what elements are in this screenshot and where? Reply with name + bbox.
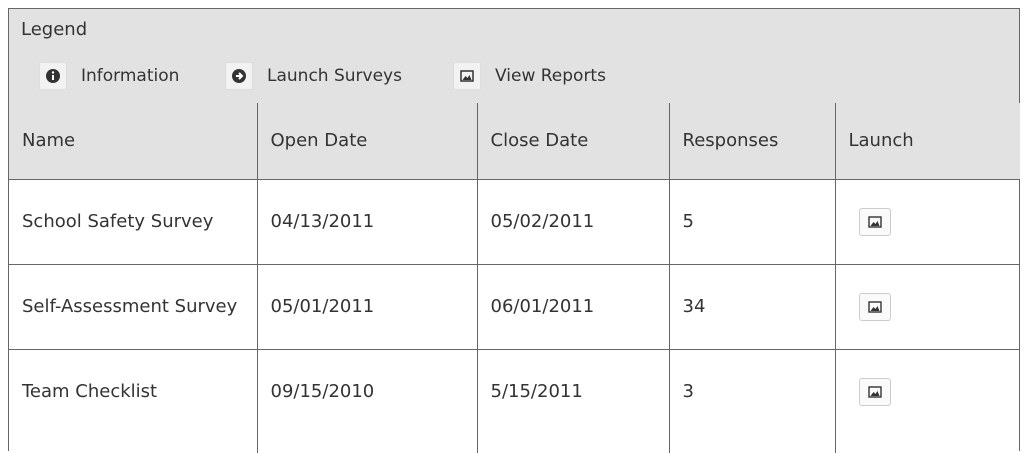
table-row: Team Checklist 09/15/2010 5/15/2011 3: [9, 348, 1020, 453]
table-row: School Safety Survey 04/13/2011 05/02/2011…: [9, 178, 1020, 265]
table-body: School Safety Survey 04/13/2011 05/02/2011…: [9, 178, 1020, 453]
survey-name: School Safety Survey: [9, 178, 258, 265]
legend-item: Launch Surveys: [225, 61, 402, 91]
icon: [460, 70, 474, 82]
column-header: Launch: [834, 103, 1020, 180]
legend-title: Legend: [21, 19, 88, 40]
open-date: 05/01/2011: [256, 263, 478, 350]
column-header: Name: [9, 103, 258, 180]
launch-cell: [834, 348, 1020, 453]
launch-cell: [834, 178, 1020, 265]
legend: Legend Information Launch Surveys View R…: [9, 9, 1019, 104]
icon: [867, 215, 882, 228]
responses: 5: [668, 178, 836, 265]
legend-label: Launch Surveys: [267, 66, 402, 86]
close-date: 05/02/2011: [476, 178, 670, 265]
icon: [232, 69, 246, 83]
column-header: Close Date: [476, 103, 670, 180]
launch-cell: [834, 263, 1020, 350]
icon: [867, 386, 882, 398]
view-report-button[interactable]: [858, 378, 891, 407]
survey-panel: Legend Information Launch Surveys View R…: [8, 8, 1020, 453]
report-icon: [453, 62, 481, 90]
info-icon: [39, 62, 67, 90]
column-header: Open Date: [256, 103, 478, 180]
open-date: 09/15/2010: [256, 348, 478, 453]
icon: [867, 300, 882, 313]
survey-table: Name Open Date Close Date Responses Laun…: [9, 103, 1020, 453]
legend-label: View Reports: [495, 66, 606, 86]
legend-item: Information: [39, 61, 179, 91]
open-date: 04/13/2011: [256, 178, 478, 265]
close-date: 5/15/2011: [476, 348, 670, 453]
close-date: 06/01/2011: [476, 263, 670, 350]
responses: 3: [668, 348, 836, 453]
icon: [46, 69, 60, 83]
column-header: Responses: [668, 103, 836, 180]
table-row: Self-Assessment Survey 05/01/2011 06/01/20…: [9, 263, 1020, 350]
survey-name: Self-Assessment Survey: [9, 263, 258, 350]
responses: 34: [668, 263, 836, 350]
view-report-button[interactable]: [858, 207, 891, 236]
header-row: Name Open Date Close Date Responses Laun…: [9, 103, 1020, 180]
survey-name: Team Checklist: [9, 348, 258, 453]
launch-icon: [225, 62, 253, 90]
legend-label: Information: [81, 66, 180, 86]
view-report-button[interactable]: [858, 292, 891, 321]
legend-item: View Reports: [453, 61, 606, 91]
